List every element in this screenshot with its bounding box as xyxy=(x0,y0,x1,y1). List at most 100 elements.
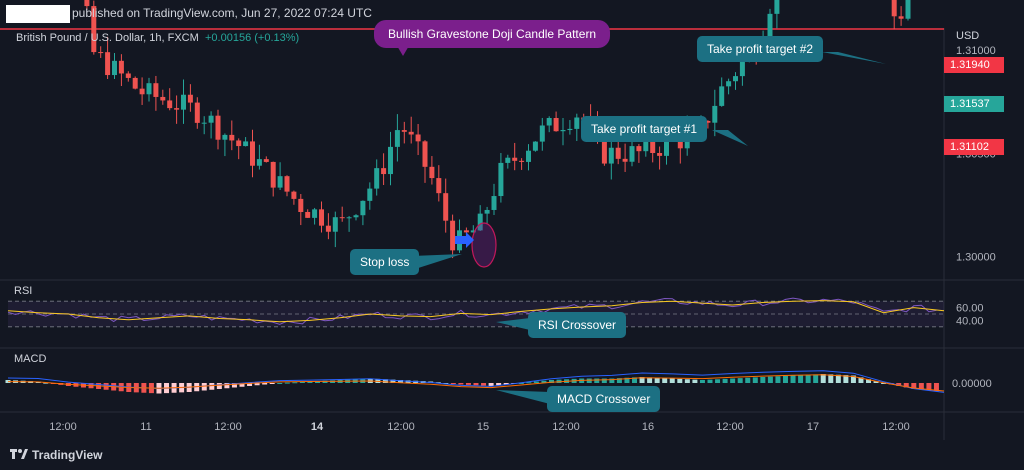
candle-body xyxy=(360,200,366,216)
candle-body xyxy=(174,108,180,110)
candle-body xyxy=(719,86,725,106)
published-text: published on TradingView.com, Jun 27, 20… xyxy=(72,6,372,20)
time-tick-label: 17 xyxy=(807,421,819,433)
candle-body xyxy=(664,138,669,156)
candle-body xyxy=(98,52,104,54)
candle-body xyxy=(477,213,483,231)
candle-body xyxy=(905,0,911,19)
candle-body xyxy=(167,100,173,109)
candle-body xyxy=(429,166,435,179)
macd-histogram-bar xyxy=(775,376,781,383)
macd-histogram-bar xyxy=(639,377,645,383)
candle-body xyxy=(132,77,138,89)
candle-body xyxy=(388,146,393,175)
macd-histogram-bar xyxy=(526,382,532,384)
candle-body xyxy=(187,94,193,103)
time-tick-label: 16 xyxy=(642,421,654,433)
macd-histogram-bar xyxy=(254,383,260,386)
macd-histogram-bar xyxy=(760,377,766,383)
macd-histogram-bar xyxy=(926,383,932,391)
macd-histogram-bar xyxy=(835,374,841,383)
candle-body xyxy=(574,117,580,129)
rsi-ma-line xyxy=(7,300,945,323)
candle-body xyxy=(898,16,904,19)
tp1-callout: Take profit target #1 xyxy=(581,116,708,142)
tradingview-logo-icon xyxy=(10,449,28,459)
macd-histogram-bar xyxy=(533,381,539,383)
macd-histogram-bar xyxy=(903,383,909,388)
tp2-callout: Take profit target #2 xyxy=(697,36,824,62)
macd-histogram-bar xyxy=(782,375,788,383)
macd-histogram-bar xyxy=(269,383,275,384)
time-tick-label: 15 xyxy=(477,421,489,433)
candle-body xyxy=(705,120,711,123)
candle-body xyxy=(312,209,318,218)
macd-histogram-bar xyxy=(684,379,690,383)
candle-body xyxy=(125,73,131,78)
candle-body xyxy=(601,137,607,164)
candle-body xyxy=(215,115,221,140)
price-tick-label: 1.30000 xyxy=(956,252,996,264)
price-change: +0.00156 (+0.13%) xyxy=(205,32,300,44)
candle-body xyxy=(201,122,207,124)
candle-body xyxy=(319,209,324,226)
time-tick-label: 12:00 xyxy=(552,421,580,433)
macd-histogram-bar xyxy=(496,383,502,386)
macd-histogram-bar xyxy=(654,377,660,383)
candle-body xyxy=(277,176,283,188)
macd-histogram-bar xyxy=(450,383,456,384)
candle-body xyxy=(222,134,228,140)
rsi-crossover-callout: RSI Crossover xyxy=(528,312,627,338)
candle-body xyxy=(263,159,269,162)
time-tick-label: 12:00 xyxy=(387,421,415,433)
candle-body xyxy=(470,230,476,233)
candle-body xyxy=(298,198,304,212)
macd-histogram-bar xyxy=(692,379,698,383)
macd-histogram-bar xyxy=(813,374,819,383)
candle-body xyxy=(353,215,359,218)
macd-histogram-bar xyxy=(586,378,592,383)
candle-body xyxy=(394,130,400,147)
time-tick-label: 12:00 xyxy=(716,421,744,433)
rsi-panel-label[interactable]: RSI xyxy=(14,285,33,297)
candle-body xyxy=(539,125,545,142)
macd-histogram-bar xyxy=(624,377,630,383)
currency-label[interactable]: USD xyxy=(956,30,980,42)
macd-histogram-bar xyxy=(458,383,464,385)
candle-body xyxy=(332,217,338,232)
candle-body xyxy=(436,178,442,194)
time-tick-label: 11 xyxy=(140,421,151,433)
macd-histogram-bar xyxy=(933,383,939,392)
tp1-pointer xyxy=(712,130,748,146)
macd-histogram-bar xyxy=(609,378,615,383)
macd-histogram-bar xyxy=(307,381,313,383)
candle-body xyxy=(677,139,683,149)
macd-crossover-callout: MACD Crossover xyxy=(547,386,661,412)
candle-body xyxy=(160,96,166,101)
macd-histogram-bar xyxy=(616,378,622,383)
candle-body xyxy=(146,83,152,95)
macd-histogram-bar xyxy=(805,374,811,383)
macd-histogram-bar xyxy=(918,383,924,390)
time-tick-label: 14 xyxy=(311,421,324,433)
macd-histogram-bar xyxy=(911,383,917,389)
macd-histogram-bar xyxy=(828,374,834,383)
candle-body xyxy=(112,60,117,76)
macd-histogram-bar xyxy=(647,377,653,383)
macd-panel-label[interactable]: MACD xyxy=(14,353,47,365)
candle-body xyxy=(443,193,449,221)
tp2-price-label: 1.31940 xyxy=(944,57,1004,73)
macd-histogram-bar xyxy=(715,379,721,383)
macd-histogram-bar xyxy=(798,375,804,383)
candle-body xyxy=(774,0,780,14)
symbol-title[interactable]: British Pound / U.S. Dollar, 1h, FXCM xyxy=(16,32,199,44)
macd-histogram-bar xyxy=(277,383,283,384)
candle-body xyxy=(91,6,97,53)
candle-body xyxy=(643,139,649,152)
candle-body xyxy=(408,131,414,135)
tp1-price-label: 1.31102 xyxy=(944,139,1004,155)
candle-body xyxy=(139,88,145,95)
candle-body xyxy=(374,168,380,189)
current-price-label: 1.31537 xyxy=(944,96,1004,112)
macd-histogram-bar xyxy=(465,383,471,385)
